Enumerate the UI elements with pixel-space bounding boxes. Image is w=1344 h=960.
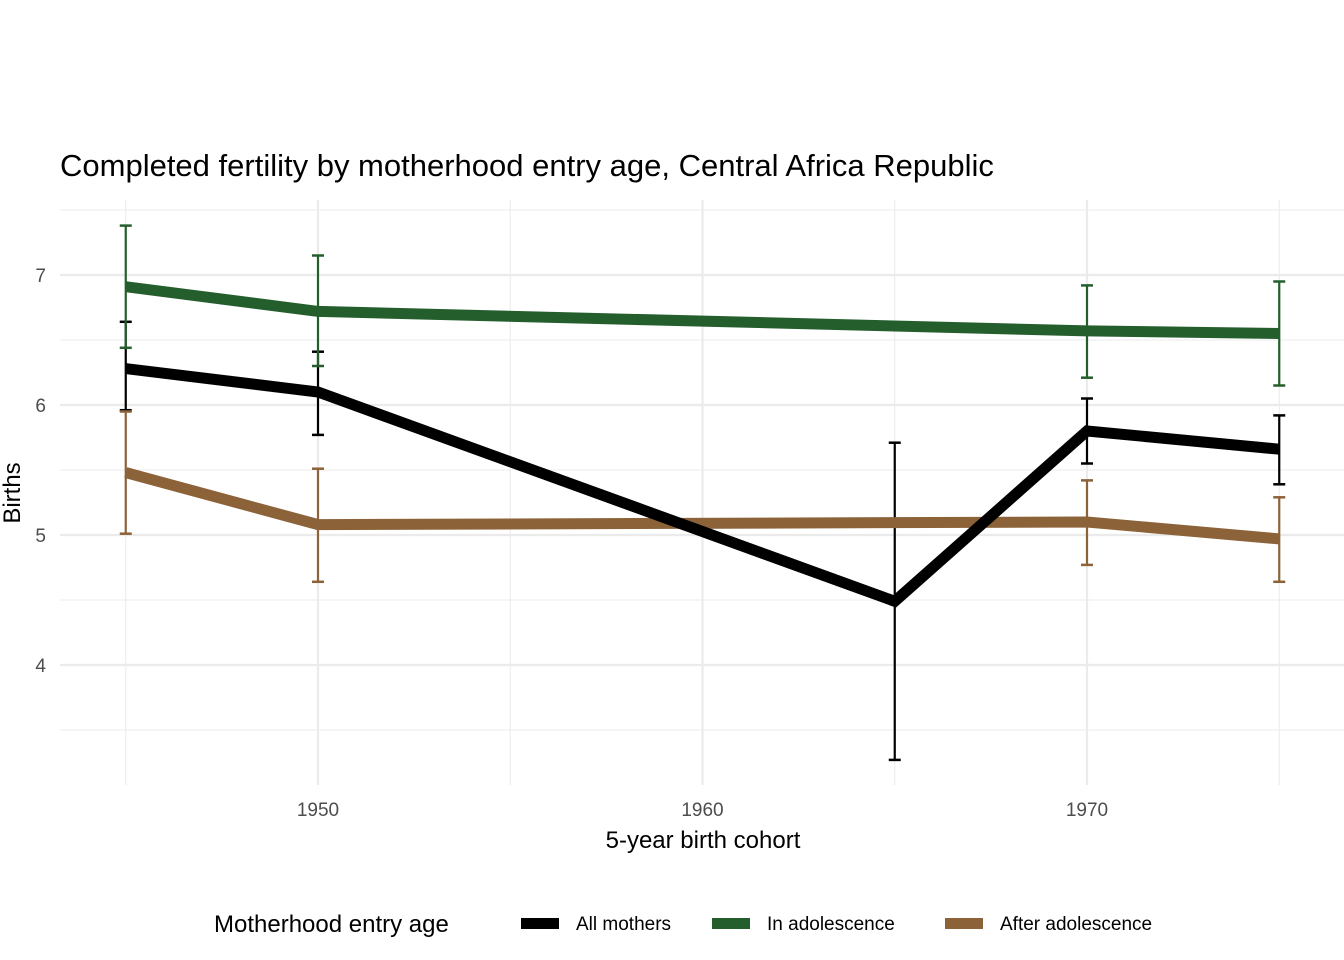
error-bar-all-mothers: [1273, 414, 1286, 486]
legend-label-in-adolescence: In adolescence: [767, 914, 895, 935]
series-line-in-adolescence: [125, 281, 1280, 339]
x-tick-label: 1960: [681, 800, 723, 821]
legend-key-all-mothers: [521, 918, 559, 929]
legend-label-after-adolescence: After adolescence: [1000, 914, 1152, 935]
legend-label-all-mothers: All mothers: [576, 914, 671, 935]
x-tick-label: 1950: [297, 800, 339, 821]
series-lines: [124, 281, 1280, 608]
x-tick-label: 1970: [1066, 800, 1108, 821]
series-line-all-mothers: [125, 363, 1280, 608]
legend: Motherhood entry age All mothers In adole…: [214, 911, 1152, 938]
y-tick-label: 4: [35, 656, 46, 677]
x-axis-ticks: 1950 1960 1970: [297, 800, 1108, 821]
error-bar-after-adolescence: [1273, 496, 1286, 584]
legend-key-after-adolescence: [945, 918, 983, 929]
x-axis-title: 5-year birth cohort: [606, 827, 801, 854]
legend-key-in-adolescence: [712, 918, 750, 929]
y-tick-label: 5: [35, 526, 46, 547]
y-tick-label: 6: [35, 396, 46, 417]
grid: [60, 200, 1344, 785]
legend-title: Motherhood entry age: [214, 911, 449, 938]
chart-title: Completed fertility by motherhood entry …: [60, 148, 994, 183]
series-line-after-adolescence: [124, 467, 1280, 545]
y-tick-label: 7: [35, 266, 46, 287]
y-axis-ticks: 4 5 6 7: [35, 266, 46, 677]
y-axis-title: Births: [0, 462, 26, 523]
